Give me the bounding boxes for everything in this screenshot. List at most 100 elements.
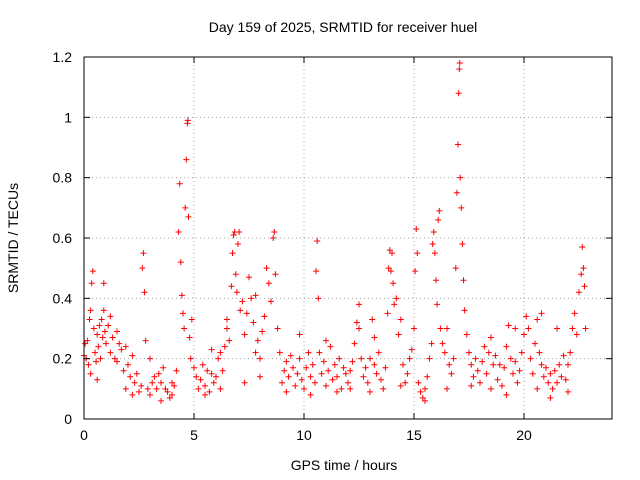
y-tick-label: 0.6 xyxy=(53,230,73,246)
data-point xyxy=(362,364,369,371)
data-point xyxy=(120,367,127,374)
data-point xyxy=(419,394,426,401)
data-point xyxy=(85,361,92,368)
data-point xyxy=(261,313,268,320)
data-point xyxy=(246,274,252,281)
data-point xyxy=(523,313,530,320)
data-point xyxy=(371,361,378,368)
data-point xyxy=(314,238,321,245)
data-point xyxy=(228,283,235,290)
data-point xyxy=(268,298,274,305)
data-point xyxy=(243,310,250,317)
data-point xyxy=(169,379,175,386)
data-point xyxy=(459,241,466,248)
data-point xyxy=(173,367,180,374)
data-point xyxy=(521,331,527,338)
data-point xyxy=(367,355,373,362)
data-point xyxy=(107,349,114,356)
data-point xyxy=(254,337,261,344)
data-point xyxy=(573,331,580,338)
data-point xyxy=(235,241,241,248)
x-tick-label: 20 xyxy=(516,427,532,443)
data-point xyxy=(206,388,213,395)
data-point xyxy=(460,277,467,284)
data-point xyxy=(415,379,422,386)
data-point xyxy=(477,379,483,386)
data-point xyxy=(395,331,402,338)
data-point xyxy=(441,349,448,356)
data-point xyxy=(100,307,107,314)
x-tick-label: 5 xyxy=(190,427,198,443)
data-point xyxy=(183,156,190,163)
data-point xyxy=(259,328,266,335)
data-point xyxy=(580,265,587,272)
data-point xyxy=(436,207,443,214)
data-point xyxy=(468,382,475,389)
x-tick-label: 15 xyxy=(406,427,422,443)
data-point xyxy=(488,334,494,341)
data-point xyxy=(536,349,543,356)
data-point xyxy=(175,228,182,235)
data-point xyxy=(393,295,400,302)
data-point xyxy=(408,346,415,353)
data-point xyxy=(457,174,464,181)
data-point xyxy=(474,367,481,374)
data-point xyxy=(437,325,444,332)
data-point xyxy=(144,385,151,392)
data-point xyxy=(118,346,125,353)
data-point xyxy=(406,355,413,362)
data-point xyxy=(323,382,329,389)
data-point xyxy=(414,250,421,257)
data-point xyxy=(127,373,134,380)
data-point xyxy=(545,379,552,386)
data-point xyxy=(466,349,472,356)
data-point xyxy=(139,265,146,272)
data-point xyxy=(494,376,501,383)
data-point xyxy=(422,397,428,404)
data-point xyxy=(431,250,438,257)
data-point xyxy=(90,325,97,332)
data-point xyxy=(149,379,156,386)
data-point xyxy=(430,228,437,235)
data-point xyxy=(197,376,204,383)
data-point xyxy=(371,334,378,341)
data-point xyxy=(252,292,259,299)
data-point xyxy=(114,328,120,335)
data-point xyxy=(327,343,334,350)
data-point xyxy=(138,382,145,389)
data-point xyxy=(426,355,433,362)
data-point xyxy=(296,355,303,362)
data-point xyxy=(463,331,470,338)
data-point xyxy=(279,379,285,386)
data-point xyxy=(187,355,194,362)
data-point xyxy=(340,364,347,371)
data-point xyxy=(558,373,565,380)
data-point xyxy=(283,358,290,365)
data-point xyxy=(122,343,129,350)
data-point xyxy=(166,394,173,401)
data-point xyxy=(248,295,255,302)
data-point xyxy=(554,379,560,386)
data-point xyxy=(271,228,278,235)
data-point xyxy=(142,337,149,344)
data-point xyxy=(540,373,547,380)
data-point xyxy=(100,280,107,287)
data-point xyxy=(199,361,206,368)
data-point xyxy=(129,391,136,398)
data-point xyxy=(202,382,208,389)
data-point xyxy=(316,349,323,356)
data-point xyxy=(538,310,545,317)
data-point xyxy=(99,334,106,341)
data-point xyxy=(283,388,290,395)
data-point xyxy=(334,373,340,380)
data-point xyxy=(257,373,263,380)
data-point xyxy=(301,385,307,392)
data-point xyxy=(141,289,148,296)
data-point xyxy=(129,352,136,359)
data-point xyxy=(195,385,202,392)
data-point xyxy=(98,316,105,323)
data-point xyxy=(429,241,436,248)
data-point xyxy=(329,376,336,383)
data-point xyxy=(576,289,582,296)
